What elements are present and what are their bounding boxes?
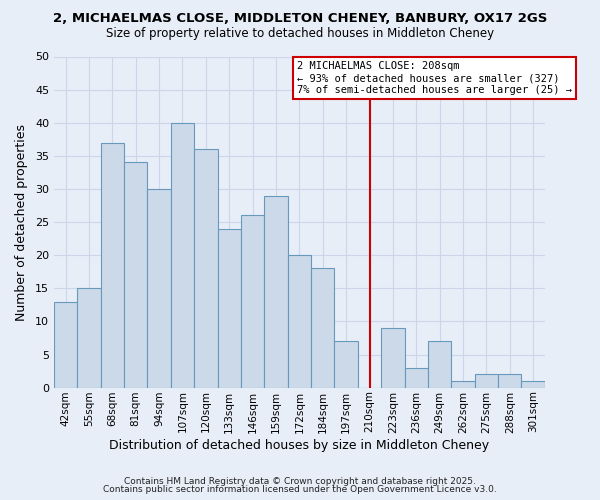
Text: Contains HM Land Registry data © Crown copyright and database right 2025.: Contains HM Land Registry data © Crown c… [124, 477, 476, 486]
Bar [54, 302, 77, 388]
Bar [521, 381, 545, 388]
Text: Contains public sector information licensed under the Open Government Licence v3: Contains public sector information licen… [103, 485, 497, 494]
Bar [77, 288, 101, 388]
Bar [287, 255, 311, 388]
Bar [194, 149, 218, 388]
X-axis label: Distribution of detached houses by size in Middleton Cheney: Distribution of detached houses by size … [109, 440, 490, 452]
Y-axis label: Number of detached properties: Number of detached properties [15, 124, 28, 320]
Bar [241, 216, 265, 388]
Bar [171, 122, 194, 388]
Bar [475, 374, 498, 388]
Bar [101, 142, 124, 388]
Bar [334, 342, 358, 388]
Text: Size of property relative to detached houses in Middleton Cheney: Size of property relative to detached ho… [106, 28, 494, 40]
Bar [428, 342, 451, 388]
Bar [124, 162, 148, 388]
Bar [148, 189, 171, 388]
Bar [311, 268, 334, 388]
Bar [404, 368, 428, 388]
Bar [218, 228, 241, 388]
Text: 2 MICHAELMAS CLOSE: 208sqm
← 93% of detached houses are smaller (327)
7% of semi: 2 MICHAELMAS CLOSE: 208sqm ← 93% of deta… [297, 62, 572, 94]
Bar [451, 381, 475, 388]
Text: 2, MICHAELMAS CLOSE, MIDDLETON CHENEY, BANBURY, OX17 2GS: 2, MICHAELMAS CLOSE, MIDDLETON CHENEY, B… [53, 12, 547, 26]
Bar [498, 374, 521, 388]
Bar [381, 328, 404, 388]
Bar [265, 196, 287, 388]
